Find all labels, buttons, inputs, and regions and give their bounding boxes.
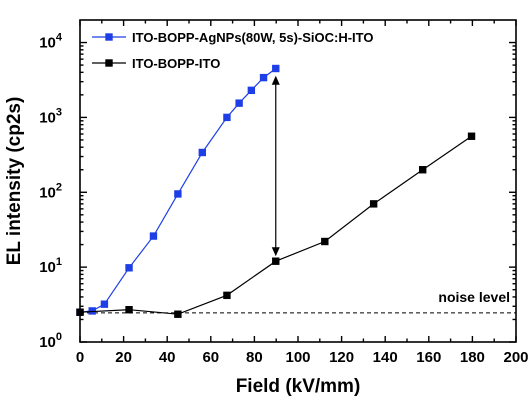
y-tick-label: 100 xyxy=(39,331,62,351)
noise-level-label: noise level xyxy=(438,289,510,305)
data-point xyxy=(235,99,243,107)
x-tick-label: 80 xyxy=(246,349,263,366)
data-point xyxy=(247,86,256,95)
data-point xyxy=(418,166,427,174)
x-tick-label: 160 xyxy=(416,349,441,366)
y-tick-label: 104 xyxy=(39,32,63,52)
data-point xyxy=(272,64,280,73)
data-point xyxy=(149,232,158,240)
data-point xyxy=(467,132,476,140)
series-2 xyxy=(76,132,476,318)
difference-arrow xyxy=(271,75,280,257)
arrow-head-up xyxy=(271,75,280,85)
x-tick-label: 180 xyxy=(460,349,485,366)
x-tick-label: 200 xyxy=(503,349,528,366)
legend: ITO-BOPP-AgNPs(80W, 5s)-SiOC:H-ITO ITO-BO… xyxy=(92,30,374,71)
x-tick-label: 140 xyxy=(373,349,398,366)
tick-labels: 0 20 40 60 80 100 120 140 160 180 200 100 101 102 103 1… xyxy=(39,32,528,366)
data-point xyxy=(76,308,84,316)
data-point xyxy=(272,257,280,265)
data-point xyxy=(223,113,231,122)
data-point xyxy=(369,200,378,208)
arrow-head-down xyxy=(271,247,280,257)
data-series xyxy=(76,64,476,318)
data-point xyxy=(174,190,182,198)
x-tick-label: 20 xyxy=(115,349,132,366)
data-point xyxy=(88,307,96,315)
data-point xyxy=(100,300,109,308)
y-tick-label: 102 xyxy=(39,181,62,201)
tick-marks xyxy=(79,20,517,343)
x-tick-label: 40 xyxy=(159,349,176,366)
y-axis-title: EL intensity (cp2s) xyxy=(4,97,25,266)
data-point xyxy=(125,264,133,272)
y-tick-label: 103 xyxy=(39,106,62,126)
legend-marker xyxy=(105,33,113,41)
x-axis-title: Field (kV/mm) xyxy=(236,376,361,397)
legend-entry: ITO-BOPP-ITO xyxy=(132,56,220,71)
x-tick-label: 0 xyxy=(76,349,84,366)
data-point xyxy=(174,310,182,318)
legend-marker xyxy=(105,59,113,67)
series-1 xyxy=(76,64,280,316)
y-tick-label: 101 xyxy=(39,256,62,276)
data-point xyxy=(125,306,133,314)
data-point xyxy=(223,291,231,300)
x-tick-label: 120 xyxy=(329,349,354,366)
data-point xyxy=(321,237,329,246)
data-point xyxy=(259,73,268,82)
legend-entry: ITO-BOPP-AgNPs(80W, 5s)-SiOC:H-ITO xyxy=(132,30,374,45)
x-tick-label: 60 xyxy=(202,349,219,366)
data-point xyxy=(198,148,206,157)
x-tick-label: 100 xyxy=(285,349,310,366)
